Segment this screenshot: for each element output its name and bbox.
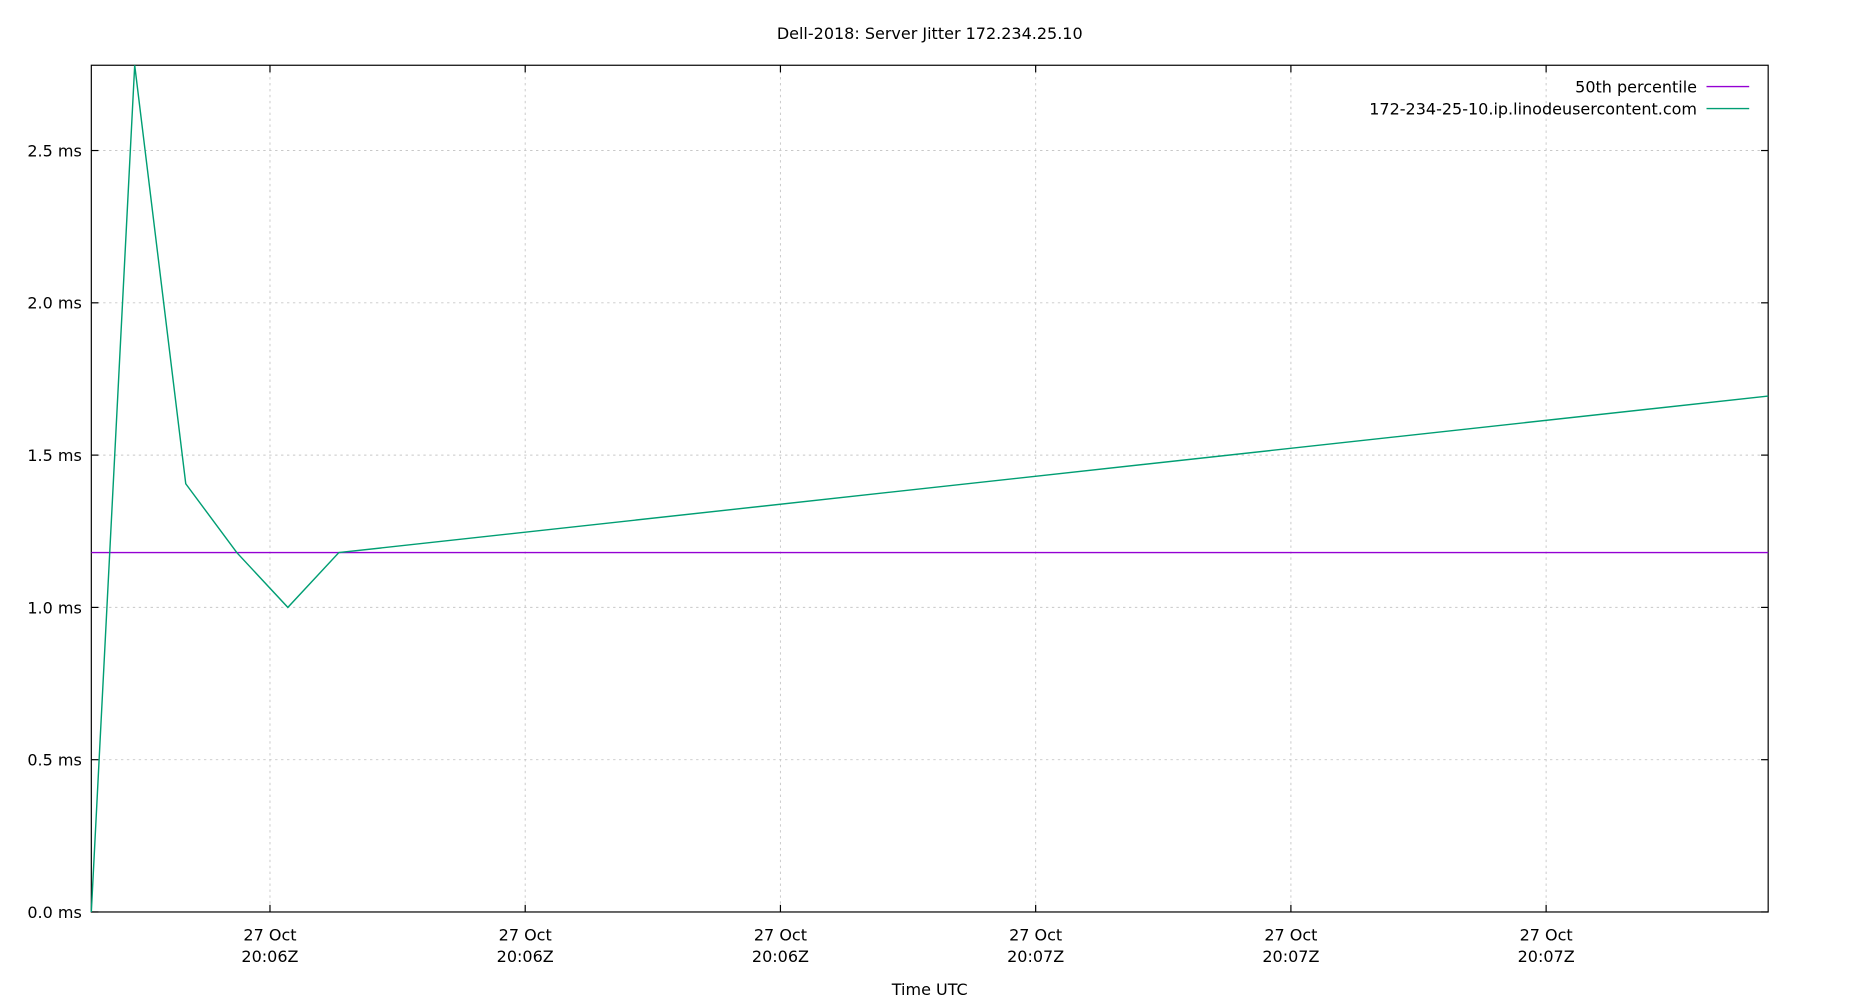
x-tick-label: 27 Oct 20:06Z	[752, 925, 809, 965]
series-line	[90, 65, 1769, 913]
y-tick-label: 2.0 ms	[27, 294, 81, 313]
x-tick-label: 27 Oct 20:07Z	[1518, 925, 1575, 965]
y-tick-label: 0.5 ms	[27, 751, 81, 770]
y-tick-label: 2.5 ms	[27, 141, 81, 160]
x-tick-label: 27 Oct 20:07Z	[1007, 925, 1064, 965]
y-tick-label: 1.0 ms	[27, 598, 81, 617]
x-axis-label: Time UTC	[891, 980, 968, 999]
plot-frame	[90, 64, 1769, 913]
x-tick-label: 27 Oct 20:06Z	[241, 925, 298, 965]
x-tick-label: 27 Oct 20:06Z	[497, 925, 554, 965]
x-tick-label: 27 Oct 20:07Z	[1262, 925, 1319, 965]
legend-label: 172-234-25-10.ip.linodeusercontent.com	[1369, 99, 1697, 118]
legend-label: 50th percentile	[1575, 78, 1697, 97]
y-tick-label: 1.5 ms	[27, 446, 81, 465]
y-tick-label: 0.0 ms	[27, 903, 81, 922]
chart-title: Dell-2018: Server Jitter 172.234.25.10	[777, 24, 1083, 43]
